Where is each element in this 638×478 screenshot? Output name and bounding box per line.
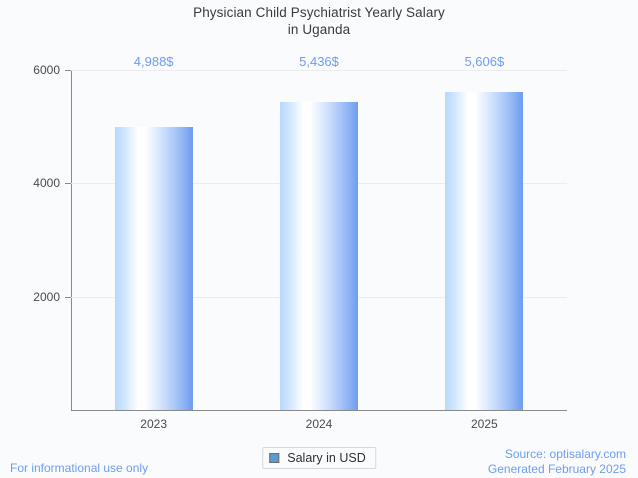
y-axis-tick-label: 4000 [33, 176, 60, 191]
plot-area [71, 70, 567, 410]
source-block: Source: optisalary.com Generated Februar… [488, 447, 626, 477]
bar[interactable] [114, 127, 193, 410]
gridline [71, 70, 567, 71]
x-axis-line [71, 410, 567, 411]
x-axis-tick-label: 2025 [470, 417, 498, 431]
legend-swatch-icon [269, 453, 280, 463]
y-axis-tick-label: 6000 [33, 63, 60, 77]
chart-legend[interactable]: Salary in USD [262, 447, 376, 469]
x-axis-tick-label: 2023 [140, 417, 168, 431]
y-tick-mark [65, 183, 71, 185]
generated-text: Generated February 2025 [487, 462, 626, 476]
y-tick-mark [65, 70, 71, 71]
bar-value-label: 5,436$ [299, 54, 339, 69]
chart-title: Physician Child Psychiatrist Yearly Sala… [193, 5, 445, 37]
y-axis-tick-label: 2000 [33, 289, 60, 304]
legend-item-label: Salary in USD [287, 451, 366, 465]
disclaimer-text: For informational use only [10, 461, 149, 475]
y-axis-line [71, 70, 72, 411]
x-axis-tick-label: 2024 [305, 417, 333, 431]
bar-value-label: 4,988$ [133, 54, 174, 69]
bar[interactable] [445, 92, 524, 410]
source-text: Source: optisalary.com [504, 447, 626, 461]
bar-value-label: 5,606$ [464, 54, 505, 69]
y-tick-mark [65, 296, 71, 298]
bar[interactable] [280, 101, 358, 410]
